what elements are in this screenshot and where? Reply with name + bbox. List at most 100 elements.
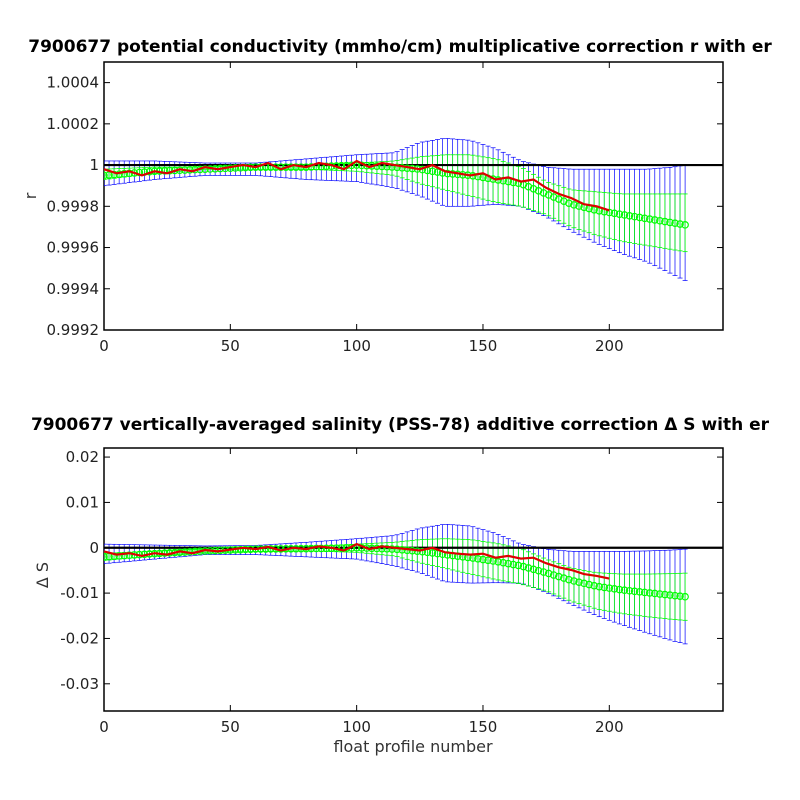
plot-area (103, 447, 724, 712)
y-tick-label: 1.0002 (47, 115, 100, 133)
x-tick-label: 50 (221, 718, 240, 736)
x-tick-label: 150 (469, 718, 498, 736)
y-tick-label: 0.9998 (47, 197, 100, 215)
fit-marker (484, 556, 492, 565)
fit-marker (115, 552, 123, 560)
fit-marker (565, 575, 573, 584)
fit-marker (590, 581, 598, 590)
fit-marker (635, 588, 644, 596)
fit-marker (560, 574, 568, 582)
fit-marker (433, 168, 442, 176)
fit-marker (610, 209, 619, 218)
fit-marker (610, 585, 619, 593)
fit-marker (650, 216, 659, 224)
fit-marker (388, 545, 396, 553)
chart-data-area (104, 138, 723, 281)
y-tick-label: 0.9994 (47, 280, 100, 298)
fit-marker (519, 562, 528, 571)
fit-marker (514, 561, 523, 570)
fit-marker (499, 558, 507, 567)
fit-marker (640, 588, 649, 597)
chart-panel-conductivity: 0 50 100 150 200 0.9992 0.9994 0.9996 0.9998 1 1.0… (21, 37, 772, 355)
fit-marker (625, 586, 634, 595)
x-tick-label: 200 (595, 718, 624, 736)
fit-marker (524, 564, 533, 572)
fit-marker (676, 592, 684, 600)
profile-line (104, 159, 610, 212)
y-tick-label: -0.03 (60, 675, 99, 693)
fit-marker (231, 164, 240, 172)
fit-marker (428, 167, 437, 176)
fit-marker (620, 586, 629, 595)
fit-marker (681, 592, 689, 601)
fit-marker (104, 171, 108, 180)
fit-marker (615, 585, 624, 594)
fit-marker (337, 544, 346, 552)
fit-marker (656, 216, 664, 225)
fit-marker (529, 565, 538, 574)
y-tick-label: 0.9992 (47, 321, 100, 339)
x-tick-label: 150 (469, 337, 498, 355)
x-axis-label: float profile number (333, 737, 493, 756)
y-tick-label: -0.01 (60, 584, 99, 602)
chart-title: 7900677 vertically-averaged salinity (PS… (31, 415, 770, 435)
fit-marker (661, 217, 669, 226)
chart-panel-salinity: 0 50 100 150 200 -0.03 -0.02 -0.01 0 0.01 0.02 790… (31, 415, 770, 756)
fit-marker (125, 551, 134, 560)
fit-marker (120, 551, 129, 560)
y-tick-label: -0.02 (60, 629, 99, 647)
fit-marker (504, 559, 513, 568)
fit-marker (625, 211, 634, 220)
x-tick-label: 100 (342, 337, 371, 355)
fit-marker (160, 167, 169, 175)
fit-marker (605, 584, 614, 592)
fit-marker (615, 210, 624, 218)
fit-marker (509, 560, 518, 569)
fit-marker (645, 215, 654, 223)
fit-marker (650, 589, 659, 598)
fit-marker (554, 572, 563, 581)
fit-marker (443, 169, 452, 178)
x-tick-label: 50 (221, 337, 240, 355)
axis-ticks: 0 50 100 150 200 0.9992 0.9994 0.9996 0.9998 1 1.0… (47, 62, 723, 355)
x-tick-label: 0 (99, 718, 109, 736)
fit-marker (585, 580, 593, 589)
fit-marker (544, 569, 553, 578)
axis-ticks: 0 50 100 150 200 -0.03 -0.02 -0.01 0 0.01 0.02 (60, 448, 723, 736)
fit-marker (645, 589, 654, 597)
plot-area (103, 61, 724, 331)
y-axis-label: r (21, 192, 40, 199)
fit-marker (630, 587, 639, 596)
fit-marker (418, 547, 427, 556)
fit-marker (494, 558, 502, 566)
chart-data-area (104, 524, 723, 645)
fit-marker (666, 218, 674, 227)
fit-marker (600, 583, 609, 592)
x-tick-label: 200 (595, 337, 624, 355)
y-tick-label: 0.02 (66, 448, 99, 466)
x-tick-label: 100 (342, 718, 371, 736)
fit-marker (479, 555, 487, 564)
fit-marker (661, 590, 669, 599)
fit-marker (635, 213, 644, 222)
fit-marker (575, 578, 583, 586)
fit-marker (539, 568, 548, 576)
fit-marker (671, 591, 679, 600)
fit-marker (428, 549, 437, 557)
fit-marker (322, 162, 331, 171)
y-tick-label: 0.01 (66, 493, 99, 511)
fit-marker (317, 544, 326, 553)
fit-marker (261, 545, 270, 553)
fit-marker (565, 199, 573, 208)
chart-title: 7900677 potential conductivity (mmho/cm)… (28, 37, 772, 57)
fit-marker (292, 163, 300, 171)
fit-marker (570, 577, 578, 585)
fit-marker (241, 163, 250, 172)
fit-marker (104, 553, 108, 561)
fit-marker (120, 169, 129, 178)
fit-marker (474, 555, 482, 563)
fit-marker (656, 590, 664, 598)
x-tick-label: 0 (99, 337, 109, 355)
fit-marker (620, 211, 629, 219)
